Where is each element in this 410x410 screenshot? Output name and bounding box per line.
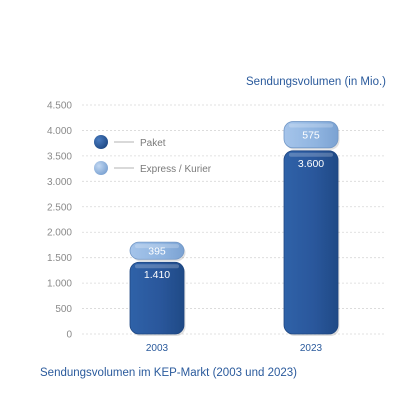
bar-value-label-paket-2003: 1.410 — [144, 269, 170, 281]
legend-label-express: Express / Kurier — [140, 164, 212, 175]
bar-value-label-express-2023: 575 — [302, 130, 320, 142]
legend-swatch-express — [94, 161, 108, 175]
y-tick-label: 4.000 — [47, 126, 72, 137]
bar-paket-2023 — [283, 150, 339, 335]
y-tick-label: 2.000 — [47, 228, 72, 239]
legend-item-paket: Paket — [94, 135, 166, 149]
y-axis-ticks: 0 500 1.000 1.500 2.000 2.500 3.000 3.500 4.000 4… — [47, 101, 72, 341]
y-tick-label: 3.500 — [47, 151, 72, 162]
legend: Paket Express / Kurier — [94, 135, 212, 175]
y-tick-label: 3.000 — [47, 177, 72, 188]
gridlines — [82, 104, 386, 335]
y-tick-label: 1.500 — [47, 253, 72, 264]
y-tick-label: 0 — [66, 330, 72, 341]
y-tick-label: 2.500 — [47, 202, 72, 213]
x-category-label: 2003 — [146, 343, 169, 354]
x-axis-categories: 2003 2023 — [146, 343, 323, 354]
y-axis-label: Sendungsvolumen (in Mio.) — [246, 76, 386, 88]
y-tick-label: 1.000 — [47, 279, 72, 290]
legend-label-paket: Paket — [140, 138, 166, 149]
bar-highlight-express-2003 — [135, 244, 179, 249]
bar-express-2023 — [283, 121, 339, 149]
bar-highlight-paket-2023 — [289, 152, 333, 157]
legend-swatch-paket — [94, 135, 108, 149]
x-category-label: 2023 — [300, 343, 323, 354]
bar-value-label-paket-2023: 3.600 — [298, 158, 324, 170]
bar-highlight-paket-2003 — [135, 264, 179, 269]
bar-paket-2003 — [129, 261, 185, 335]
bar-value-label-express-2003: 395 — [148, 246, 166, 258]
y-tick-label: 4.500 — [47, 101, 72, 112]
bar-express-2003 — [129, 241, 185, 260]
bars: 1.410 395 3.600 575 — [129, 121, 340, 336]
legend-item-express: Express / Kurier — [94, 161, 212, 175]
bar-highlight-express-2023 — [289, 123, 333, 128]
chart-caption: Sendungsvolumen im KEP-Markt (2003 und 2… — [40, 367, 297, 379]
y-tick-label: 500 — [55, 304, 72, 315]
